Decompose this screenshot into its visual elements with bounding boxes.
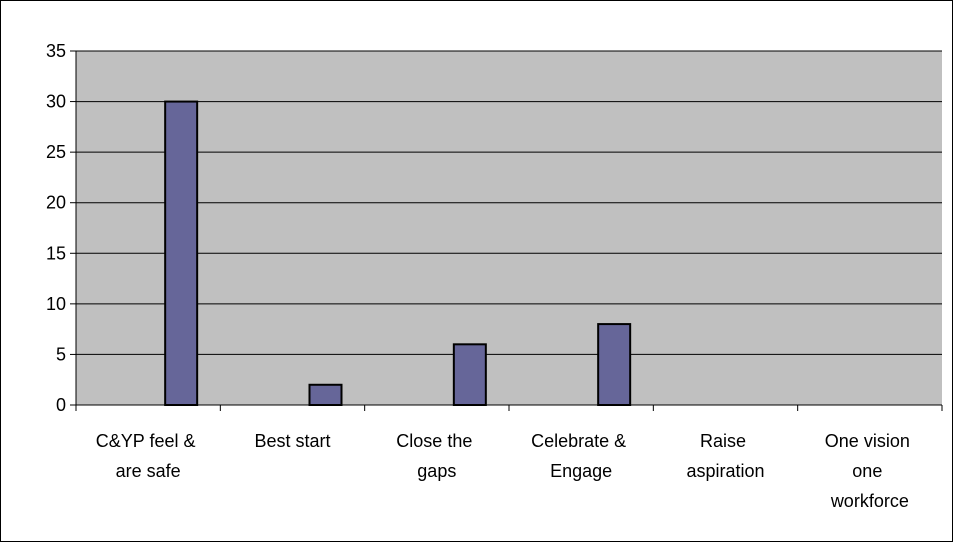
x-tick-label: Best start	[254, 431, 330, 451]
bar	[452, 343, 487, 407]
bar	[164, 100, 199, 406]
y-tick-label: 25	[46, 142, 66, 162]
x-tick-label: C&YP feel & are safe	[96, 431, 201, 481]
x-tick-label: Raise aspiration	[686, 431, 764, 481]
y-tick-label: 10	[46, 294, 66, 314]
x-tick-label: Close the gaps	[396, 431, 477, 481]
y-tick-label: 20	[46, 193, 66, 213]
bar	[308, 383, 343, 406]
y-tick-label: 15	[46, 243, 66, 263]
plot-area	[76, 51, 942, 405]
x-tick-label: Celebrate & Engage	[531, 431, 631, 481]
y-tick-label: 5	[56, 344, 66, 364]
y-tick-label: 0	[56, 395, 66, 415]
y-tick-label: 35	[46, 41, 66, 61]
y-tick-label: 30	[46, 92, 66, 112]
bar	[597, 323, 632, 407]
x-tick-label: One vision one workforce	[825, 431, 915, 511]
